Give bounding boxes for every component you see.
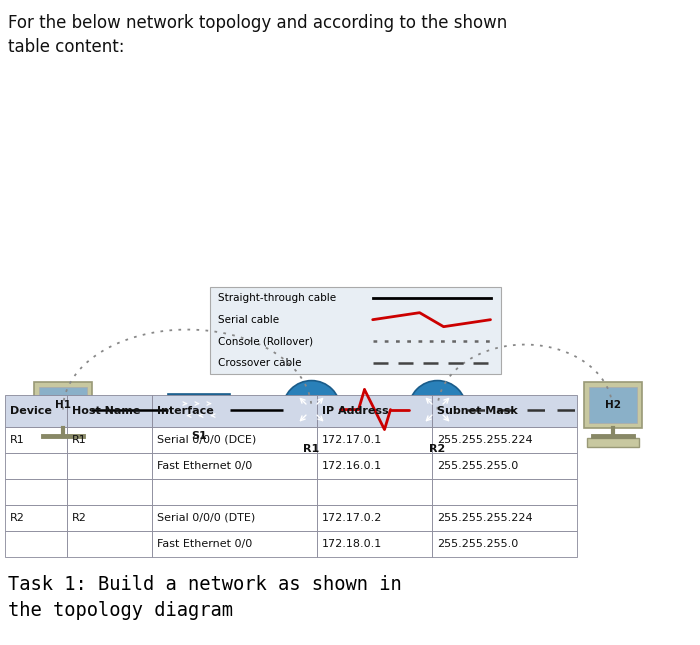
Text: 172.17.0.2: 172.17.0.2 (322, 513, 382, 523)
FancyBboxPatch shape (39, 386, 87, 422)
Text: Fast Ethernet 0/0: Fast Ethernet 0/0 (157, 539, 252, 549)
Text: R2: R2 (72, 513, 87, 523)
Text: Task 1: Build a network as shown in
the topology diagram: Task 1: Build a network as shown in the … (8, 575, 402, 620)
FancyBboxPatch shape (152, 427, 317, 453)
Text: Interface: Interface (157, 406, 214, 416)
Text: For the below network topology and according to the shown
table content:: For the below network topology and accor… (8, 14, 507, 55)
FancyBboxPatch shape (432, 531, 577, 557)
FancyBboxPatch shape (152, 505, 317, 531)
FancyBboxPatch shape (5, 531, 67, 557)
Text: Device: Device (10, 406, 52, 416)
Text: H1: H1 (55, 399, 71, 410)
FancyBboxPatch shape (317, 479, 432, 505)
FancyBboxPatch shape (152, 479, 317, 505)
FancyBboxPatch shape (152, 531, 317, 557)
FancyBboxPatch shape (5, 427, 67, 453)
FancyBboxPatch shape (5, 505, 67, 531)
FancyBboxPatch shape (210, 287, 500, 374)
FancyBboxPatch shape (584, 382, 641, 428)
FancyBboxPatch shape (589, 386, 636, 422)
Text: Crossover cable: Crossover cable (218, 358, 302, 368)
Text: Subnet Mask: Subnet Mask (437, 406, 518, 416)
FancyBboxPatch shape (5, 453, 67, 479)
Text: Console (Rollover): Console (Rollover) (218, 337, 313, 346)
Circle shape (283, 381, 340, 439)
Text: IP Address: IP Address (322, 406, 388, 416)
Text: 255.255.255.0: 255.255.255.0 (437, 461, 518, 471)
FancyBboxPatch shape (152, 395, 317, 427)
FancyBboxPatch shape (67, 505, 152, 531)
Text: Serial cable: Serial cable (218, 315, 279, 324)
FancyBboxPatch shape (317, 395, 432, 427)
FancyBboxPatch shape (432, 427, 577, 453)
FancyBboxPatch shape (169, 393, 230, 426)
FancyBboxPatch shape (317, 427, 432, 453)
Text: 255.255.255.0: 255.255.255.0 (437, 539, 518, 549)
Text: R1: R1 (10, 435, 25, 445)
FancyBboxPatch shape (317, 453, 432, 479)
FancyBboxPatch shape (67, 479, 152, 505)
Text: R1: R1 (72, 435, 87, 445)
Text: 172.17.0.1: 172.17.0.1 (322, 435, 382, 445)
Text: 172.16.0.1: 172.16.0.1 (322, 461, 382, 471)
Text: R2: R2 (10, 513, 25, 523)
FancyBboxPatch shape (67, 453, 152, 479)
FancyBboxPatch shape (37, 437, 89, 446)
FancyBboxPatch shape (5, 395, 67, 427)
Text: R2: R2 (429, 444, 446, 453)
Text: 255.255.255.224: 255.255.255.224 (437, 435, 533, 445)
FancyBboxPatch shape (152, 453, 317, 479)
Text: Serial 0/0/0 (DTE): Serial 0/0/0 (DTE) (157, 513, 256, 523)
FancyBboxPatch shape (317, 531, 432, 557)
Text: S1: S1 (192, 431, 207, 441)
Text: H2: H2 (605, 399, 620, 410)
FancyBboxPatch shape (34, 382, 92, 428)
FancyBboxPatch shape (432, 505, 577, 531)
Text: 172.18.0.1: 172.18.0.1 (322, 539, 382, 549)
Text: Host Name: Host Name (72, 406, 141, 416)
FancyBboxPatch shape (432, 453, 577, 479)
Text: Serial 0/0/0 (DCE): Serial 0/0/0 (DCE) (157, 435, 256, 445)
FancyBboxPatch shape (67, 427, 152, 453)
Text: R1: R1 (303, 444, 320, 453)
FancyBboxPatch shape (67, 531, 152, 557)
FancyBboxPatch shape (317, 505, 432, 531)
FancyBboxPatch shape (5, 479, 67, 505)
FancyBboxPatch shape (432, 395, 577, 427)
FancyBboxPatch shape (67, 395, 152, 427)
FancyBboxPatch shape (432, 479, 577, 505)
Text: Fast Ethernet 0/0: Fast Ethernet 0/0 (157, 461, 252, 471)
Text: Straight-through cable: Straight-through cable (218, 293, 336, 303)
Text: 255.255.255.224: 255.255.255.224 (437, 513, 533, 523)
Circle shape (409, 381, 466, 439)
FancyBboxPatch shape (587, 437, 638, 446)
